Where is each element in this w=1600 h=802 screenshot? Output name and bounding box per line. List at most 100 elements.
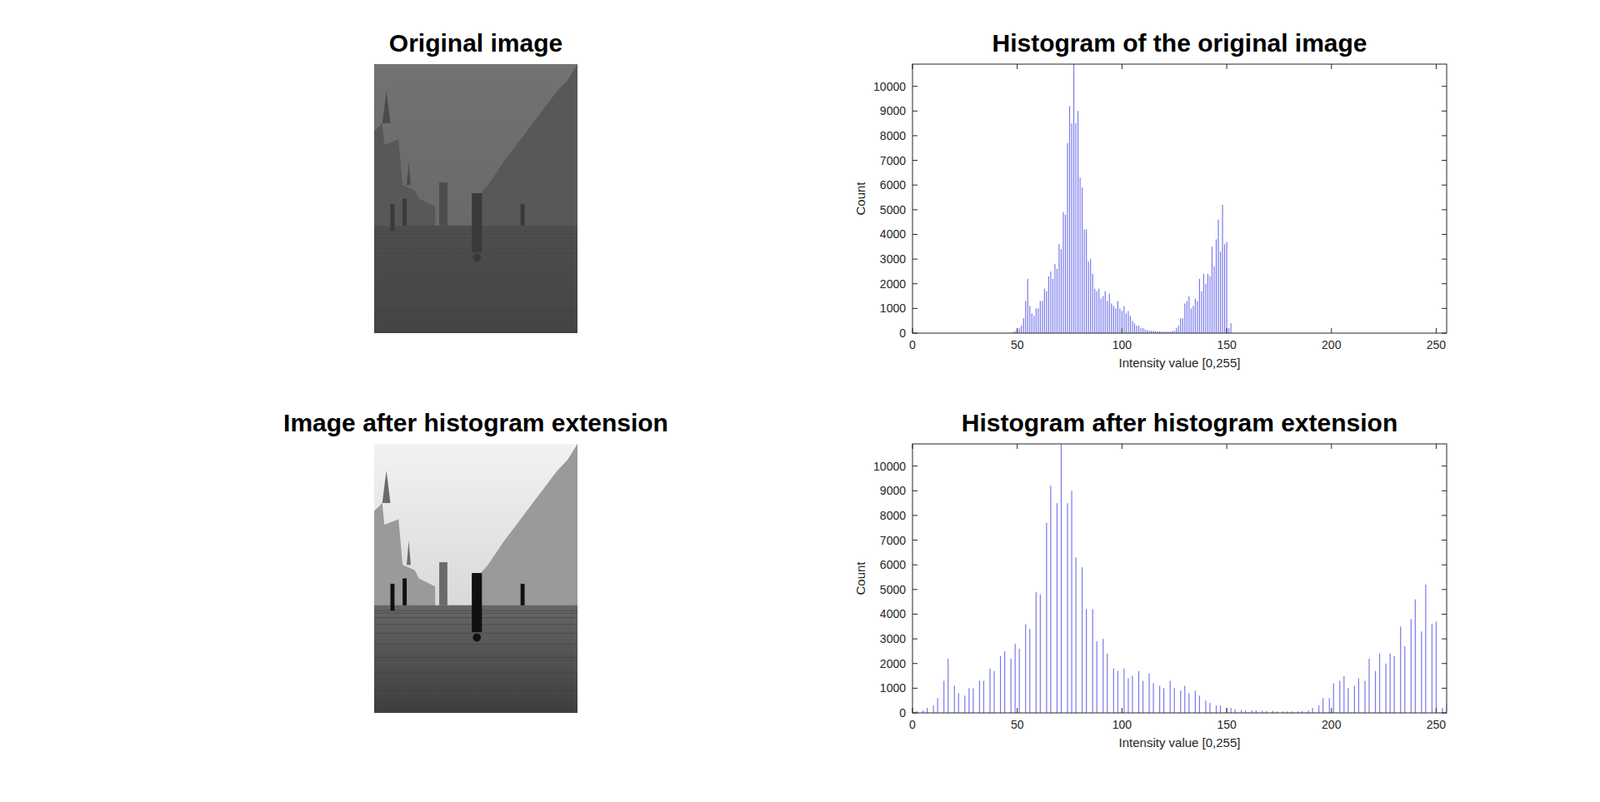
- bar: [1134, 323, 1135, 334]
- bar: [1040, 595, 1041, 714]
- y-tick: [912, 713, 918, 715]
- bar: [1180, 690, 1181, 714]
- paving: [374, 330, 578, 331]
- y-tick: [912, 110, 918, 112]
- x-tick-label: 250: [1426, 338, 1447, 352]
- x-tick-label: 200: [1321, 718, 1342, 732]
- bar: [1056, 269, 1058, 334]
- bar: [1029, 305, 1030, 334]
- paving: [374, 310, 578, 311]
- bar: [1023, 318, 1025, 334]
- bar: [1066, 143, 1068, 334]
- bar: [964, 695, 965, 714]
- bar: [1085, 610, 1087, 714]
- bar: [1044, 289, 1045, 334]
- bar: [1364, 680, 1365, 714]
- bar: [1090, 259, 1091, 334]
- bar: [1102, 296, 1104, 334]
- bar: [1199, 279, 1200, 334]
- bar: [1115, 308, 1116, 334]
- bar: [1027, 279, 1029, 334]
- y-tick: [1441, 614, 1447, 615]
- bar: [1322, 698, 1324, 714]
- y-tick: [1441, 185, 1447, 186]
- y-tick-label: 10000: [873, 460, 906, 474]
- x-tick: [912, 64, 914, 70]
- person-head: [472, 254, 481, 263]
- x-tick: [1435, 444, 1437, 450]
- sky: [374, 444, 578, 714]
- x-tick: [1016, 64, 1018, 70]
- y-tick: [1441, 515, 1447, 516]
- bar: [1240, 710, 1242, 714]
- bar: [1117, 300, 1119, 334]
- bar: [1077, 110, 1079, 334]
- buildings-right: [475, 64, 578, 242]
- bar: [1019, 649, 1020, 714]
- y-tick: [912, 540, 918, 541]
- bar: [1184, 685, 1185, 714]
- paving: [374, 253, 578, 255]
- bar: [1138, 325, 1140, 334]
- bar: [1347, 688, 1349, 714]
- bar: [1135, 325, 1137, 334]
- bar: [1045, 291, 1047, 334]
- plot-area: [912, 64, 1447, 334]
- bar: [1312, 708, 1314, 714]
- person: [471, 193, 482, 253]
- paving: [374, 657, 578, 659]
- bar: [989, 669, 990, 714]
- bar: [1119, 308, 1120, 334]
- y-tick: [1441, 589, 1447, 590]
- x-tick: [1226, 444, 1228, 450]
- bar: [1096, 291, 1098, 334]
- figure: Original imageHistogram of the original …: [0, 0, 1600, 802]
- bar: [1178, 325, 1180, 334]
- bar: [1121, 310, 1123, 334]
- bar: [1106, 300, 1108, 334]
- plot-area: [912, 444, 1447, 714]
- bar: [926, 708, 928, 714]
- y-tick-label: 2000: [880, 277, 906, 291]
- bar: [947, 659, 949, 714]
- bar: [1142, 680, 1144, 714]
- x-tick: [1435, 708, 1437, 714]
- bar: [1045, 523, 1047, 714]
- bar: [1054, 264, 1055, 334]
- bar: [1174, 688, 1175, 714]
- bar: [1000, 656, 1001, 714]
- y-tick: [1441, 333, 1447, 335]
- bar: [1192, 305, 1194, 334]
- bar: [1110, 303, 1112, 334]
- bar: [1203, 274, 1205, 334]
- y-tick: [1441, 234, 1447, 235]
- bar: [1213, 266, 1215, 334]
- bar: [1081, 187, 1083, 334]
- bar: [1175, 328, 1177, 334]
- y-tick-label: 0: [899, 326, 906, 340]
- paving: [374, 264, 578, 265]
- bar: [1142, 328, 1144, 334]
- y-tick: [1441, 85, 1447, 87]
- bar: [1220, 705, 1221, 714]
- bars: [1012, 64, 1232, 334]
- bar: [1225, 241, 1227, 334]
- image-title: Image after histogram extension: [283, 409, 669, 437]
- x-tick-label: 50: [1010, 338, 1025, 352]
- y-tick: [912, 234, 918, 235]
- y-tick-label: 5000: [880, 203, 906, 217]
- bar: [1019, 328, 1020, 334]
- bar: [1217, 220, 1219, 334]
- bar: [1098, 289, 1100, 334]
- x-tick: [1121, 444, 1123, 450]
- x-tick: [1330, 328, 1332, 334]
- bar: [1131, 320, 1133, 334]
- bars: [912, 444, 1447, 714]
- x-tick: [1435, 328, 1437, 334]
- x-tick-label: 100: [1112, 718, 1133, 732]
- bar: [1199, 695, 1200, 714]
- bar: [1425, 585, 1426, 714]
- bar: [1073, 64, 1075, 334]
- y-tick: [912, 614, 918, 615]
- bar: [1339, 680, 1340, 714]
